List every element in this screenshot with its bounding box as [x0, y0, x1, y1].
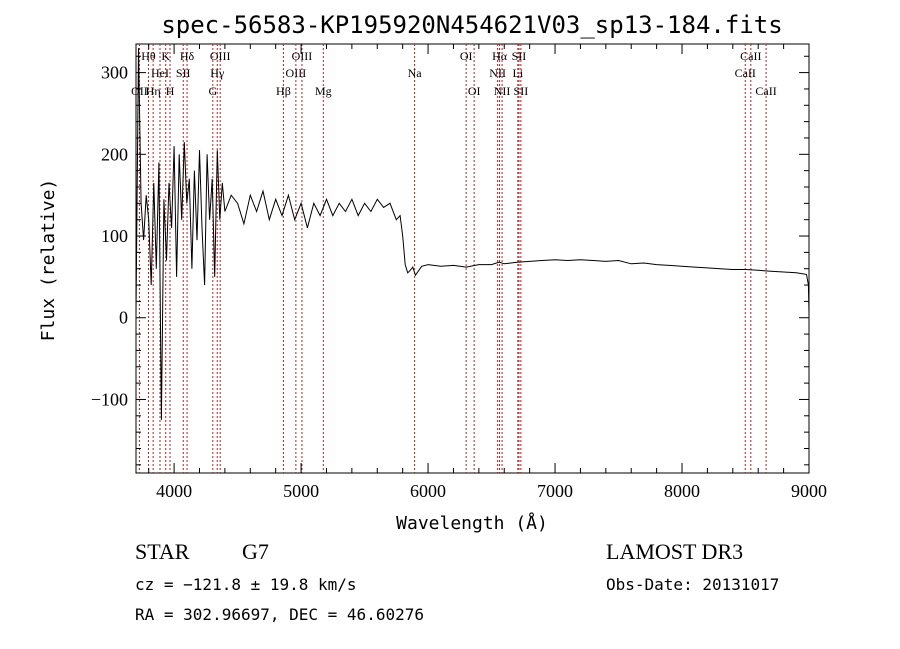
- spectral-line-label: Hα: [492, 49, 508, 63]
- redshift-readout: cz = −121.8 ± 19.8 km/s: [135, 575, 357, 594]
- spectrum-series-line: [135, 48, 810, 420]
- x-axis-title: Wavelength (Å): [396, 512, 548, 534]
- survey-name: LAMOST DR3: [606, 539, 743, 564]
- spectral-line-label: Hβ: [276, 84, 291, 98]
- spectral-line-label: K: [161, 49, 170, 63]
- spectral-line-label: Hδ: [180, 49, 195, 63]
- spectral-line-label: OI: [460, 49, 473, 63]
- spectral-line-label: SII: [176, 66, 191, 80]
- spectral-line-label: NII: [489, 66, 506, 80]
- x-axis-ticks: 4000 5000 6000 7000 8000 9000: [148, 44, 827, 501]
- plot-frame: [135, 43, 810, 474]
- spectral-line-label: SII: [514, 84, 529, 98]
- spectral-line-label: OIII: [286, 66, 307, 80]
- y-tick-label: 300: [101, 63, 128, 83]
- x-tick-label: 8000: [664, 481, 700, 501]
- spectral-line-label: OI: [468, 84, 481, 98]
- spectral-line-label: Li: [512, 66, 523, 80]
- spectral-line-label: G: [208, 84, 217, 98]
- observation-date: Obs-Date: 20131017: [606, 575, 779, 594]
- spectral-line-label: CaII: [755, 84, 776, 98]
- y-tick-label: 0: [119, 308, 128, 328]
- y-axis-title: Flux (relative): [38, 179, 59, 342]
- object-subclass: G7: [242, 539, 269, 564]
- spectral-line-label: OIII: [210, 49, 231, 63]
- spectral-line-label: Hγ: [210, 66, 225, 80]
- spectral-line-label: Na: [408, 66, 423, 80]
- x-tick-label: 6000: [410, 481, 446, 501]
- spectral-line-label: Hθ: [141, 49, 156, 63]
- spectral-line-label: HeI: [151, 66, 169, 80]
- y-tick-label: 200: [101, 144, 128, 164]
- spectral-line-label: OIII: [292, 49, 313, 63]
- spectral-line-label: Mg: [315, 84, 332, 98]
- y-tick-label: 100: [101, 226, 128, 246]
- spectral-line-label: CaII: [740, 49, 761, 63]
- x-tick-label: 4000: [156, 481, 192, 501]
- y-tick-label: −100: [91, 389, 128, 409]
- spectral-line-labels: OIIHθHηHeIKHSIIHδGHγOIIIHβOIIIOIIIMgNaOI…: [131, 49, 777, 98]
- y-axis-ticks: −100 0 100 200 300: [91, 55, 809, 466]
- plot-area: OIIHθHηHeIKHSIIHδGHγOIIIHβOIIIOIIIMgNaOI…: [91, 43, 827, 501]
- x-tick-label: 7000: [537, 481, 573, 501]
- chart-title: spec-56583-KP195920N454621V03_sp13-184.f…: [161, 11, 782, 39]
- coordinates-readout: RA = 302.96697, DEC = 46.60276: [135, 605, 424, 624]
- spectral-line-label: SII: [512, 49, 527, 63]
- object-class: STAR: [135, 539, 190, 564]
- spectral-line-label: H: [166, 84, 175, 98]
- x-tick-label: 9000: [791, 481, 827, 501]
- spectral-line-label: CaII: [735, 66, 756, 80]
- spectral-line-markers: [138, 44, 767, 473]
- spectral-line-label: NII: [494, 84, 511, 98]
- x-tick-label: 5000: [283, 481, 319, 501]
- spectral-line-label: Hη: [146, 84, 161, 98]
